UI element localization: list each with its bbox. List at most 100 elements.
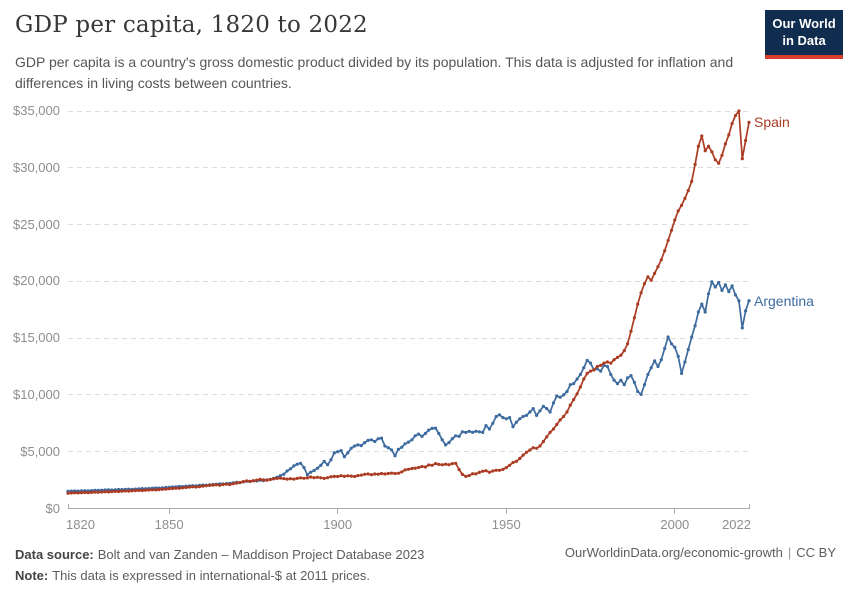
data-point [369, 438, 373, 442]
data-point [615, 355, 620, 359]
data-point [73, 491, 77, 495]
data-point [413, 466, 417, 470]
data-point [474, 472, 478, 476]
data-point [218, 483, 222, 487]
data-point [501, 467, 505, 471]
data-point [545, 435, 549, 439]
data-point [609, 361, 613, 365]
data-point [703, 149, 707, 153]
data-point [390, 471, 394, 475]
data-point [649, 366, 653, 370]
data-point [366, 438, 370, 442]
data-point [538, 444, 542, 448]
y-tick-label: $30,000 [13, 159, 60, 175]
data-point [629, 329, 633, 333]
data-point [373, 472, 377, 476]
data-point [403, 468, 407, 472]
data-point [383, 472, 387, 476]
data-point [690, 179, 694, 183]
data-point [312, 468, 316, 473]
origin-link[interactable]: OurWorldinData.org/economic-growth [564, 545, 783, 560]
data-point [717, 161, 721, 165]
data-point [386, 471, 390, 476]
data-point [251, 479, 255, 483]
data-point [535, 446, 539, 450]
data-point [612, 358, 616, 362]
data-point [130, 489, 134, 493]
data-lines-canvas [66, 109, 751, 495]
series-line-argentina[interactable] [66, 280, 751, 493]
data-point [231, 482, 235, 486]
data-point [282, 472, 286, 476]
data-point [282, 477, 286, 481]
data-point [305, 476, 309, 480]
data-point [602, 361, 606, 365]
data-point [592, 368, 596, 372]
data-point [588, 369, 593, 373]
data-point [302, 476, 306, 480]
data-point [666, 238, 670, 243]
data-point [174, 486, 178, 490]
data-point [285, 477, 289, 481]
data-point [551, 427, 556, 431]
data-point [460, 472, 464, 476]
data-point [420, 434, 424, 438]
data-point [508, 463, 512, 467]
data-point [164, 487, 168, 491]
data-point [723, 283, 728, 287]
data-point [572, 382, 576, 386]
data-point [457, 467, 461, 472]
data-point [487, 470, 491, 474]
data-point [720, 153, 724, 157]
x-tick-label: 1950 [491, 517, 521, 532]
data-point [700, 302, 704, 306]
data-point [582, 377, 586, 381]
data-point [258, 477, 262, 481]
data-point [393, 454, 397, 458]
data-point [363, 441, 367, 445]
data-point [315, 475, 320, 479]
data-point [504, 466, 508, 470]
data-point [663, 249, 667, 253]
data-point [484, 424, 488, 428]
data-point [521, 453, 525, 457]
data-point [727, 133, 731, 137]
x-tick [337, 508, 339, 514]
data-point [299, 476, 303, 480]
data-point [278, 476, 282, 480]
data-point [639, 392, 643, 396]
data-point [531, 446, 535, 450]
data-point [187, 485, 191, 489]
data-point [197, 485, 202, 489]
data-point [406, 467, 411, 471]
data-point [676, 354, 680, 358]
note-line: Note: This data is expressed in internati… [15, 566, 424, 587]
data-point [437, 431, 441, 436]
data-point [548, 410, 552, 414]
series-label-spain[interactable]: Spain [754, 114, 790, 131]
gridline [68, 224, 749, 226]
data-point [696, 310, 701, 314]
data-point [120, 489, 124, 493]
owid-logo[interactable]: Our World in Data [765, 10, 843, 59]
data-point [379, 471, 384, 476]
data-point [568, 383, 572, 387]
data-point [710, 150, 714, 154]
data-point [562, 414, 566, 419]
data-point [359, 473, 363, 477]
data-point [143, 488, 148, 492]
data-point [353, 444, 357, 448]
data-point [342, 474, 346, 478]
x-tick [67, 503, 69, 509]
logo-line2: in Data [782, 32, 826, 48]
data-point [447, 463, 451, 467]
data-point [433, 462, 438, 466]
data-point [315, 466, 320, 470]
data-point [90, 490, 94, 494]
data-source-label: Data source: [15, 547, 94, 562]
series-line-spain[interactable] [66, 109, 751, 495]
series-label-argentina[interactable]: Argentina [754, 292, 814, 309]
data-point [632, 380, 637, 384]
data-point [717, 280, 721, 285]
data-point [471, 472, 475, 476]
